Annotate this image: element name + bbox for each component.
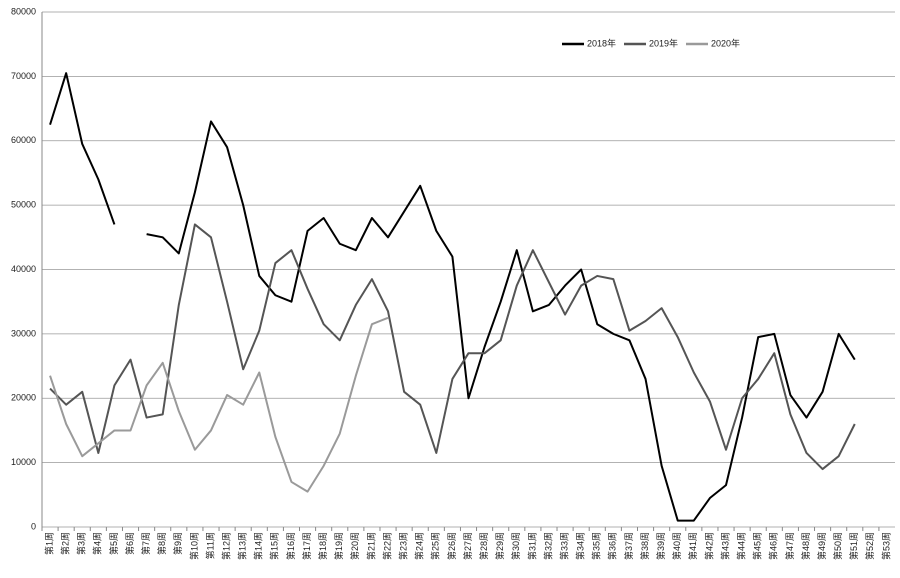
x-tick-label: 第45周 <box>752 532 763 560</box>
x-tick-label: 第49周 <box>816 532 827 560</box>
y-tick-label: 50000 <box>11 200 36 210</box>
x-tick-label: 第41周 <box>687 532 698 560</box>
x-tick-label: 第39周 <box>655 532 666 560</box>
x-tick-label: 第29周 <box>494 532 505 560</box>
x-tick-label: 第47周 <box>784 532 795 560</box>
x-tick-label: 第22周 <box>381 532 392 560</box>
legend-label: 2019年 <box>649 37 678 48</box>
x-tick-label: 第23周 <box>397 532 408 560</box>
x-tick-label: 第27周 <box>462 532 473 560</box>
x-tick-label: 第7周 <box>140 532 151 555</box>
x-tick-label: 第26周 <box>446 532 457 560</box>
x-tick-label: 第21周 <box>365 532 376 560</box>
y-tick-label: 60000 <box>11 135 36 145</box>
x-tick-label: 第6周 <box>124 532 135 555</box>
x-tick-label: 第43周 <box>719 532 730 560</box>
y-tick-label: 80000 <box>11 6 36 16</box>
x-tick-label: 第5周 <box>108 532 119 555</box>
x-tick-label: 第28周 <box>478 532 489 560</box>
x-tick-label: 第48周 <box>800 532 811 560</box>
x-tick-label: 第51周 <box>848 532 859 560</box>
x-tick-label: 第13周 <box>237 532 248 560</box>
y-tick-label: 40000 <box>11 264 36 274</box>
x-tick-label: 第14周 <box>253 532 264 560</box>
x-tick-label: 第40周 <box>671 532 682 560</box>
x-tick-label: 第25周 <box>430 532 441 560</box>
x-tick-label: 第4周 <box>92 532 103 555</box>
x-tick-label: 第35周 <box>591 532 602 560</box>
x-tick-label: 第36周 <box>607 532 618 560</box>
x-tick-label: 第12周 <box>220 532 231 560</box>
x-tick-label: 第53周 <box>880 532 891 560</box>
legend-label: 2020年 <box>711 37 740 48</box>
x-tick-label: 第9周 <box>172 532 183 555</box>
x-tick-label: 第31周 <box>526 532 537 560</box>
series-line <box>49 72 856 522</box>
x-tick-label: 第16周 <box>285 532 296 560</box>
series-line <box>49 316 389 493</box>
y-tick-label: 0 <box>31 521 36 531</box>
x-tick-label: 第44周 <box>735 532 746 560</box>
x-tick-label: 第30周 <box>510 532 521 560</box>
x-tick-label: 第18周 <box>317 532 328 560</box>
x-tick-label: 第38周 <box>639 532 650 560</box>
x-tick-label: 第2周 <box>60 532 71 555</box>
x-tick-label: 第42周 <box>703 532 714 560</box>
x-tick-label: 第11周 <box>204 532 215 559</box>
y-tick-label: 10000 <box>11 457 36 467</box>
x-tick-label: 第34周 <box>575 532 586 560</box>
y-tick-label: 70000 <box>11 71 36 81</box>
y-tick-label: 30000 <box>11 328 36 338</box>
x-tick-label: 第37周 <box>623 532 634 560</box>
x-tick-label: 第20周 <box>349 532 360 560</box>
series-line <box>49 223 856 471</box>
x-tick-label: 第10周 <box>188 532 199 560</box>
x-tick-label: 第17周 <box>301 532 312 560</box>
x-tick-label: 第32周 <box>542 532 553 560</box>
x-tick-label: 第24周 <box>414 532 425 560</box>
y-tick-label: 20000 <box>11 393 36 403</box>
x-tick-label: 第50周 <box>832 532 843 560</box>
x-tick-label: 第52周 <box>864 532 875 560</box>
x-tick-label: 第8周 <box>156 532 167 555</box>
x-tick-label: 第33周 <box>558 532 569 560</box>
x-tick-label: 第19周 <box>333 532 344 560</box>
x-tick-label: 第3周 <box>76 532 87 555</box>
x-tick-label: 第1周 <box>43 532 54 555</box>
x-tick-label: 第46周 <box>768 532 779 560</box>
x-tick-label: 第15周 <box>269 532 280 560</box>
legend-label: 2018年 <box>587 37 616 48</box>
